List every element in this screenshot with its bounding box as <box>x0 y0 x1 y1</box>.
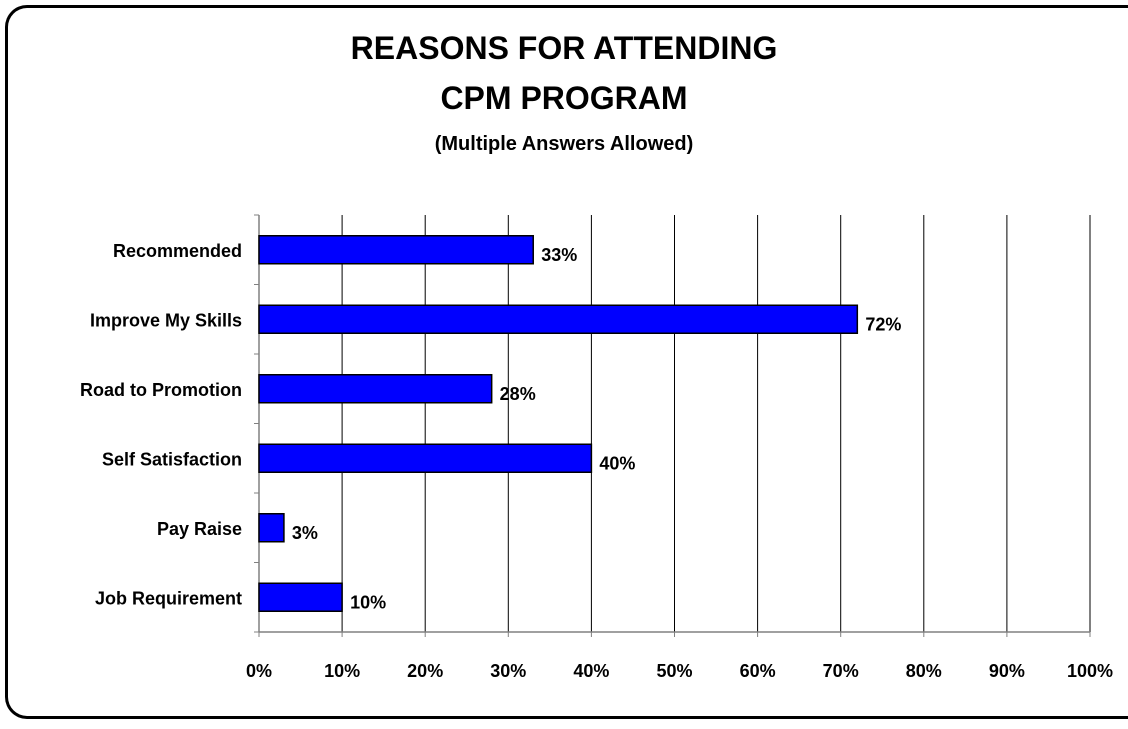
chart-title-line2: CPM PROGRAM <box>440 80 688 116</box>
x-tick-label: 0% <box>246 661 272 681</box>
data-label: 10% <box>350 592 386 612</box>
bar <box>258 582 343 612</box>
category-label: Recommended <box>113 241 242 261</box>
chart-title: REASONS FOR ATTENDING <box>350 30 778 66</box>
bar <box>258 374 493 404</box>
x-tick-label: 10% <box>324 661 360 681</box>
x-tick-label: 20% <box>407 661 443 681</box>
x-tick-label: 90% <box>989 661 1025 681</box>
x-tick-label: 100% <box>1067 661 1113 681</box>
bar <box>258 443 593 473</box>
x-tick-label: 70% <box>823 661 859 681</box>
category-label: Improve My Skills <box>90 310 242 330</box>
chart-frame <box>5 5 1128 719</box>
data-label: 33% <box>541 245 577 265</box>
chart-frame-edge <box>1124 5 1128 719</box>
category-label: Job Requirement <box>95 588 242 608</box>
x-tick-label: 40% <box>573 661 609 681</box>
category-label: Road to Promotion <box>80 380 242 400</box>
x-tick-label: 80% <box>906 661 942 681</box>
category-label: Self Satisfaction <box>102 449 242 469</box>
x-tick-label: 30% <box>490 661 526 681</box>
chart-subtitle: (Multiple Answers Allowed) <box>434 133 694 155</box>
bar <box>258 513 285 543</box>
data-label: 28% <box>500 384 536 404</box>
x-tick-label: 50% <box>656 661 692 681</box>
category-label: Pay Raise <box>157 519 242 539</box>
x-tick-label: 60% <box>740 661 776 681</box>
data-label: 3% <box>292 523 318 543</box>
data-label: 72% <box>865 314 901 334</box>
data-label: 40% <box>599 453 635 473</box>
bar <box>258 304 859 334</box>
bar <box>258 235 534 265</box>
